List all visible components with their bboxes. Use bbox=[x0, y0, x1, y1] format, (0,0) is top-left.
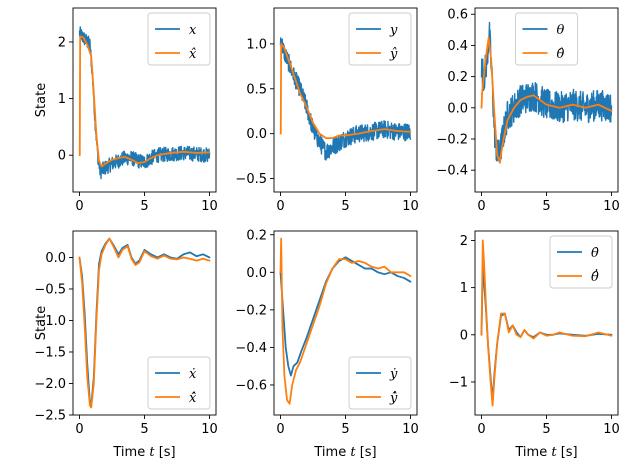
y-tick-label: 0.0 bbox=[447, 101, 468, 116]
subplot-bottom-left: 0 5 10 −2.5 −2.0 −1.5 −1.0 −0.5 0.0 State Time t [… bbox=[34, 230, 218, 460]
y-tick-label: 0 bbox=[460, 328, 468, 343]
legend-box bbox=[147, 12, 211, 66]
y-tick-label: 0.6 bbox=[447, 8, 468, 23]
y-tick-label: −0.2 bbox=[235, 303, 267, 318]
x-tick-label: 0 bbox=[276, 199, 284, 214]
x-tick-label: 0 bbox=[75, 422, 83, 437]
legend-label: x bbox=[189, 23, 197, 38]
series-line-estimate bbox=[78, 237, 211, 409]
legend-label: θ̇ bbox=[591, 246, 599, 261]
subplot-bottom-middle: 0 5 10 −0.6 −0.4 −0.2 0.0 0.2 Time t [s] ẏ ŷ̇ bbox=[235, 228, 418, 460]
legend-box bbox=[549, 235, 613, 289]
x-tick-label: 5 bbox=[542, 199, 550, 214]
series-line-estimate bbox=[279, 237, 412, 405]
y-tick-label: −1 bbox=[449, 375, 468, 390]
y-tick-label: −0.5 bbox=[34, 282, 66, 297]
y-tick-label: −1.5 bbox=[34, 345, 66, 360]
legend: ẋ x̂̇ bbox=[147, 356, 211, 410]
y-tick-label: −0.2 bbox=[436, 132, 468, 147]
series-line-estimate bbox=[78, 35, 211, 168]
y-tick-label: 1 bbox=[58, 92, 66, 107]
x-tick-label: 5 bbox=[341, 199, 349, 214]
y-tick-label: −0.4 bbox=[436, 164, 468, 179]
y-tick-label: 1.0 bbox=[246, 37, 267, 52]
y-tick-label: 0.2 bbox=[246, 228, 267, 243]
legend: ẏ ŷ̇ bbox=[348, 356, 412, 410]
subplot-bottom-right: 0 5 10 −1 0 1 2 Time t [s] θ̇ θ̂̇ bbox=[449, 230, 620, 460]
x-axis-label: Time t [s] bbox=[514, 445, 577, 460]
y-tick-label: 2 bbox=[460, 234, 468, 249]
series-line-estimate bbox=[480, 239, 613, 407]
legend-label: x̂ bbox=[189, 47, 197, 62]
y-axis-label: State bbox=[34, 306, 49, 340]
subplot-top-right: 0 5 10 −0.4 −0.2 0.0 0.2 0.4 0.6 θ θ̂ bbox=[436, 7, 620, 214]
subplot-top-middle: 0 5 10 −0.5 0.0 0.5 1.0 yŷ bbox=[235, 7, 419, 214]
legend-box bbox=[515, 12, 578, 66]
y-tick-label: −2.5 bbox=[34, 409, 66, 424]
x-tick-label: 5 bbox=[341, 422, 349, 437]
y-tick-label: −0.5 bbox=[235, 172, 267, 187]
x-tick-label: 10 bbox=[603, 199, 620, 214]
legend-label: θ̂̇ bbox=[591, 268, 599, 285]
y-axis-label: State bbox=[34, 83, 49, 117]
x-axis-label: Time t [s] bbox=[112, 445, 175, 460]
y-tick-label: −0.6 bbox=[235, 378, 267, 393]
y-tick-label: 0.4 bbox=[447, 39, 468, 54]
legend: yŷ bbox=[348, 12, 412, 66]
series-line-estimate bbox=[480, 36, 613, 164]
y-tick-label: 0 bbox=[58, 149, 66, 164]
x-tick-label: 10 bbox=[402, 422, 419, 437]
legend-box bbox=[147, 356, 211, 410]
legend-label: ŷ bbox=[389, 47, 398, 62]
y-tick-label: −2.0 bbox=[34, 377, 66, 392]
y-tick-label: −1.0 bbox=[34, 314, 66, 329]
y-tick-label: 0.0 bbox=[45, 251, 66, 266]
legend-label: θ bbox=[557, 23, 565, 38]
y-tick-label: 0.2 bbox=[447, 70, 468, 85]
series-line-estimate bbox=[279, 43, 412, 140]
x-tick-label: 5 bbox=[542, 422, 550, 437]
x-tick-label: 0 bbox=[477, 422, 485, 437]
x-tick-label: 0 bbox=[276, 422, 284, 437]
legend: θ̇ θ̂̇ bbox=[549, 235, 613, 289]
y-tick-label: 2 bbox=[58, 35, 66, 50]
x-tick-label: 5 bbox=[140, 199, 148, 214]
legend-label: ẋ bbox=[189, 367, 197, 382]
legend-label: x̂̇ bbox=[189, 391, 197, 406]
y-tick-label: 0.5 bbox=[246, 82, 267, 97]
x-tick-label: 10 bbox=[402, 199, 419, 214]
x-tick-label: 10 bbox=[201, 199, 218, 214]
x-tick-label: 0 bbox=[75, 199, 83, 214]
legend: θ θ̂ bbox=[515, 12, 578, 66]
y-tick-label: 0.0 bbox=[246, 266, 267, 281]
y-tick-label: 1 bbox=[460, 281, 468, 296]
legend-box bbox=[348, 356, 412, 410]
legend-label: y bbox=[389, 23, 398, 38]
x-axis-label: Time t [s] bbox=[313, 445, 376, 460]
x-tick-label: 0 bbox=[477, 199, 485, 214]
legend: x x̂ bbox=[147, 12, 211, 66]
y-tick-label: −0.4 bbox=[235, 341, 267, 356]
legend-label: ẏ bbox=[389, 367, 398, 382]
x-tick-label: 10 bbox=[603, 422, 620, 437]
subplot-top-left: 0 5 10 0 1 2 State x x̂ bbox=[34, 7, 218, 214]
legend-label: θ̂ bbox=[557, 47, 565, 62]
x-tick-label: 10 bbox=[201, 422, 218, 437]
series-line-measured bbox=[78, 26, 211, 180]
legend-label: ŷ̇ bbox=[389, 391, 398, 406]
x-tick-label: 5 bbox=[140, 422, 148, 437]
y-tick-label: 0.0 bbox=[246, 127, 267, 142]
legend-box bbox=[348, 12, 412, 66]
